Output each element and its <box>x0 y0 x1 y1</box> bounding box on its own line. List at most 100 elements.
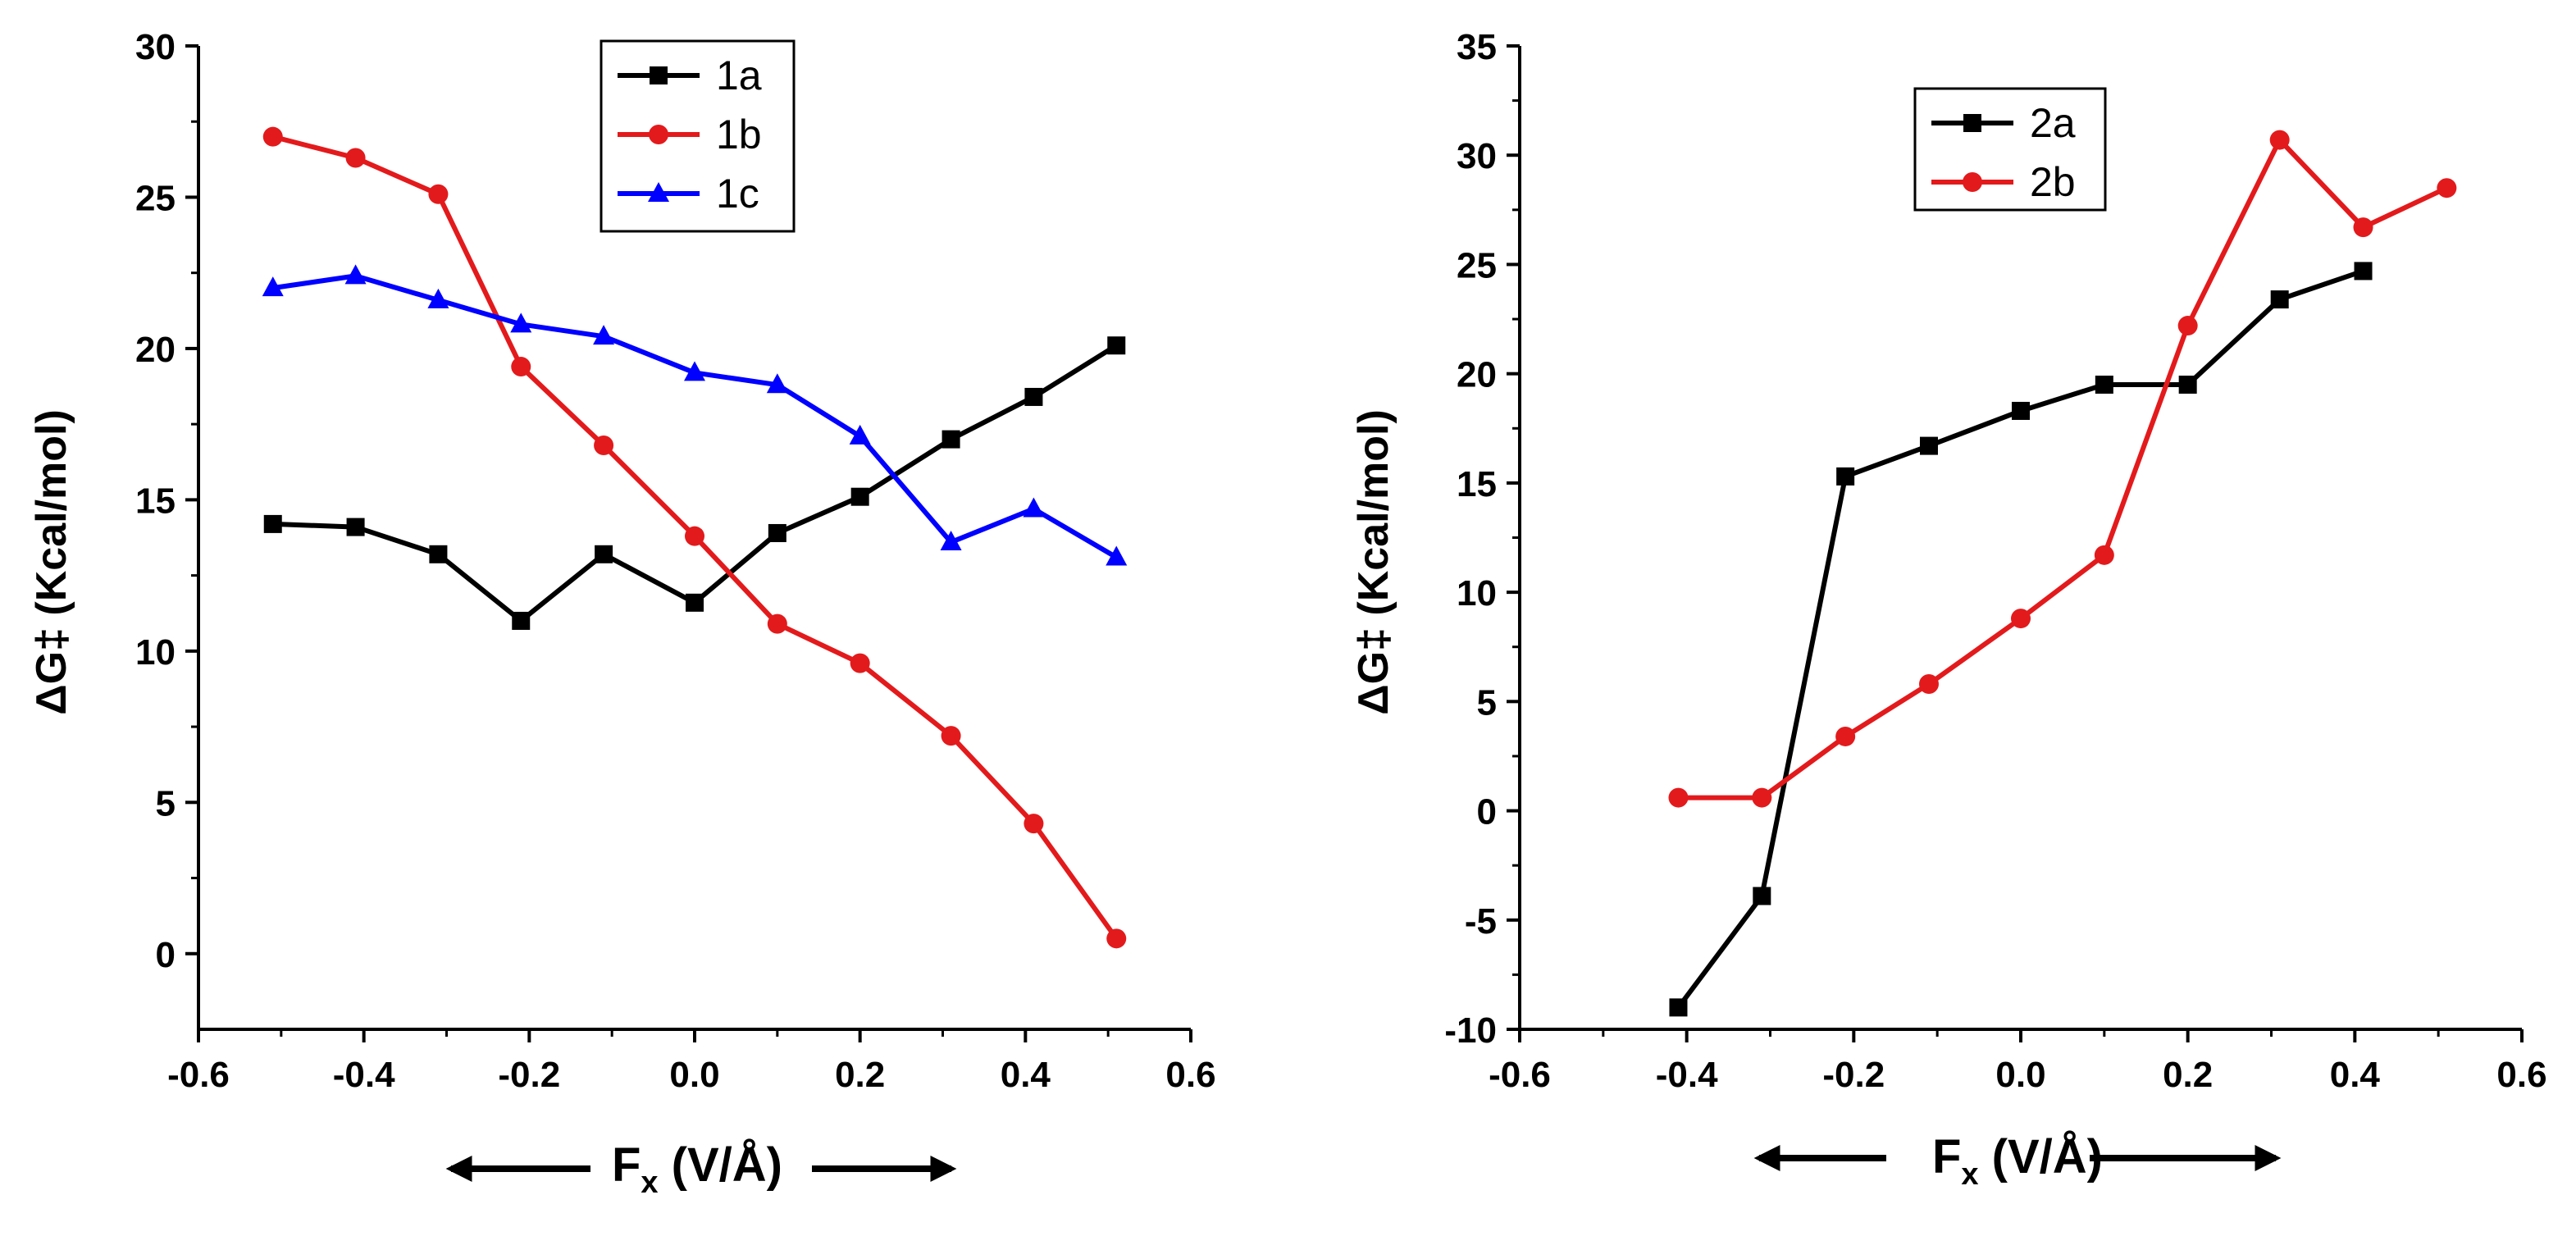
x-tick-label: -0.4 <box>333 1055 395 1095</box>
y-tick-label: 0 <box>156 935 176 975</box>
legend-label-1c: 1c <box>716 171 759 217</box>
data-point-1c <box>262 276 284 297</box>
x-axis-label-main: F <box>1932 1130 1961 1184</box>
x-tick-label: 0.6 <box>1165 1055 1215 1095</box>
legend-label-2a: 2a <box>2030 100 2076 146</box>
y-tick-label: 25 <box>135 178 176 218</box>
data-point-1c <box>849 424 871 445</box>
data-point-1c <box>344 264 367 285</box>
x-axis-label-sub: x <box>1961 1157 1978 1192</box>
x-tick-label: 0.0 <box>1995 1055 2045 1095</box>
data-point-1a <box>768 523 786 542</box>
legend-label-1a: 1a <box>716 52 762 98</box>
data-point-2a <box>2178 375 2197 394</box>
data-point-1c <box>1023 497 1045 518</box>
data-point-2b <box>1918 674 1939 695</box>
y-tick-label: 0 <box>1477 792 1497 832</box>
y-tick-label: 15 <box>135 481 176 521</box>
y-tick-label: 5 <box>1477 682 1497 723</box>
data-point-1a <box>263 514 282 533</box>
chart-left: -0.6 -0.4 -0.2 0.0 0.2 0.4 0.6 0 5 10 15 20 25 30 ΔG‡ … <box>28 27 1216 1200</box>
legend-marker-1b <box>649 125 668 144</box>
data-point-1b <box>850 653 870 673</box>
x-tick-label: 0.4 <box>1001 1055 1051 1095</box>
data-point-1a <box>1107 336 1126 355</box>
data-point-1b <box>594 435 614 455</box>
y-tick-label: 25 <box>1457 245 1497 285</box>
data-point-1b <box>767 613 787 634</box>
y-tick-label: 20 <box>1457 355 1497 395</box>
y-tick-label: 10 <box>135 632 176 673</box>
data-point-2b <box>1835 726 1856 746</box>
x-tick-label: -0.6 <box>1489 1055 1551 1095</box>
data-point-2b <box>1668 787 1689 808</box>
data-point-1b <box>941 726 961 746</box>
legend-marker-1c <box>648 182 669 202</box>
data-point-2a <box>2354 262 2373 280</box>
data-point-2a <box>2012 401 2030 420</box>
data-point-1a <box>512 611 531 630</box>
data-point-2b <box>2177 316 2198 336</box>
x-axis-label-main: F <box>612 1138 641 1192</box>
data-point-1c <box>510 312 532 333</box>
data-point-2a <box>2095 375 2113 394</box>
data-point-1b <box>1024 814 1044 834</box>
x-tick-label: -0.6 <box>167 1055 230 1095</box>
series-line-1a <box>272 343 1118 623</box>
data-point-1b <box>262 126 283 147</box>
series-line-1c <box>272 273 1118 560</box>
legend-marker-2a <box>1963 114 1981 132</box>
y-tick-label: 15 <box>1457 464 1497 504</box>
data-point-2a <box>1919 436 1938 455</box>
legend-label-2b: 2b <box>2030 159 2076 205</box>
data-point-2a <box>1753 887 1771 905</box>
data-point-1b <box>685 526 704 546</box>
y-axis-label: ΔG‡ (Kcal/mol) <box>28 409 75 715</box>
y-tick-label: 10 <box>1457 573 1497 613</box>
data-point-1c <box>427 288 449 308</box>
x-tick-label: 0.2 <box>835 1055 885 1095</box>
legend-box <box>1913 87 2107 212</box>
data-point-2b <box>2437 178 2457 198</box>
data-point-2b <box>2269 130 2290 150</box>
y-tick-label: -5 <box>1465 901 1497 942</box>
data-point-1b <box>428 184 449 204</box>
y-tick-label: 5 <box>156 783 176 823</box>
y-tick-label: -10 <box>1444 1010 1497 1051</box>
legend-marker-1a <box>650 66 668 84</box>
data-point-1a <box>429 545 448 563</box>
x-axis-label-sub: x <box>641 1165 658 1200</box>
data-point-1c <box>940 531 962 551</box>
series-line-2b <box>1678 137 2448 800</box>
y-axis-label: ΔG‡ (Kcal/mol) <box>1350 409 1397 715</box>
data-point-1a <box>686 593 704 612</box>
data-point-2b <box>2011 609 2031 629</box>
data-point-1b <box>511 357 531 377</box>
y-tick-label: 30 <box>135 27 176 67</box>
x-axis-label: Fx (V/Å) <box>612 1138 782 1200</box>
legend: 1a 1b 1c <box>600 39 796 233</box>
data-point-1a <box>595 545 613 563</box>
series-line-2a <box>1676 268 2364 1010</box>
data-point-1b <box>1106 928 1127 949</box>
data-point-2a <box>2270 290 2289 309</box>
data-point-2b <box>2094 545 2114 565</box>
data-point-1a <box>1024 387 1043 406</box>
x-tick-label: 0.6 <box>2496 1055 2546 1095</box>
data-point-1c <box>593 325 615 345</box>
data-point-1a <box>346 518 365 536</box>
legend-marker-2b <box>1963 172 1982 192</box>
data-point-2b <box>1752 787 1772 808</box>
x-tick-label: 0.4 <box>2330 1055 2381 1095</box>
x-tick-label: -0.4 <box>1656 1055 1718 1095</box>
x-tick-label: 0.2 <box>2163 1055 2213 1095</box>
legend-label-1b: 1b <box>716 112 762 157</box>
y-tick-label: 30 <box>1457 136 1497 176</box>
data-point-1a <box>850 487 869 506</box>
data-point-1c <box>766 373 788 394</box>
x-axis-label-rest: (V/Å) <box>1979 1130 2103 1184</box>
y-tick-label: 20 <box>135 330 176 370</box>
data-point-1c <box>1106 545 1128 566</box>
x-axis-label: Fx (V/Å) <box>1932 1130 2103 1192</box>
